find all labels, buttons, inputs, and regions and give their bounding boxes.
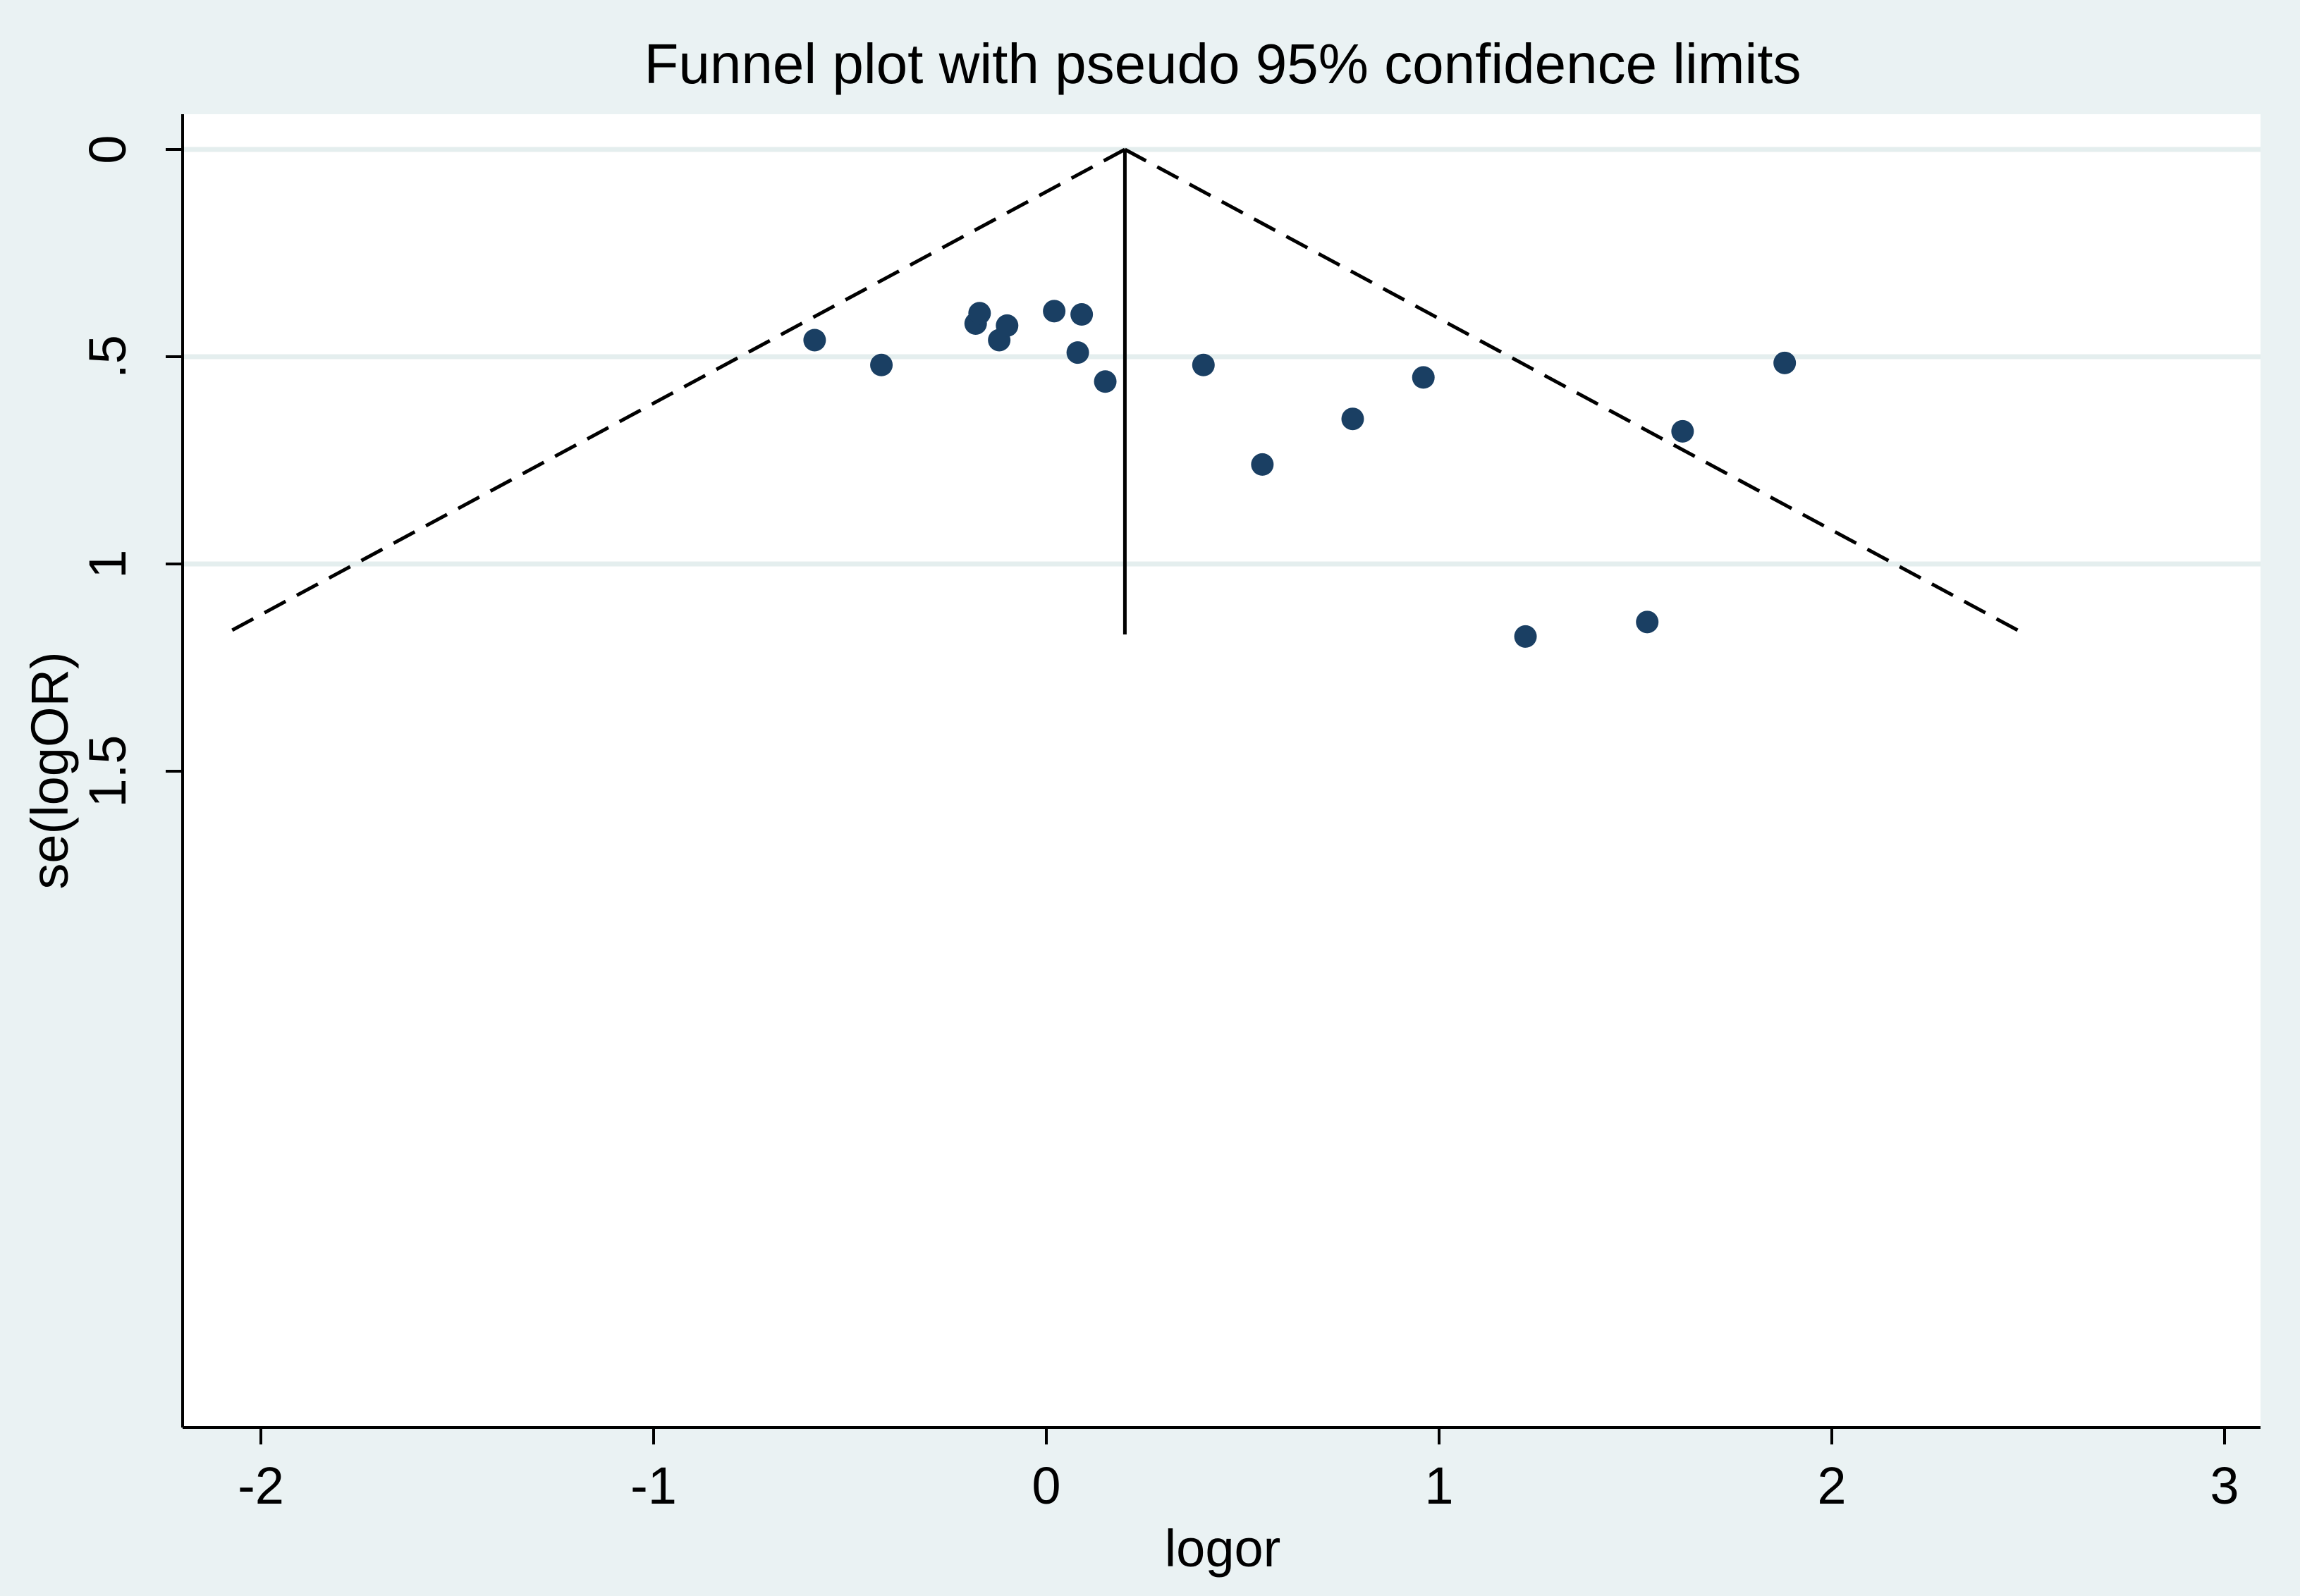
gridlines <box>183 147 2261 567</box>
chart-title: Funnel plot with pseudo 95% confidence l… <box>644 32 1802 95</box>
study-point <box>1066 341 1089 364</box>
study-point <box>1671 419 1694 443</box>
x-tick-label: -1 <box>630 1456 677 1515</box>
study-point <box>1341 407 1364 431</box>
study-point <box>1773 351 1797 374</box>
y-tick-label: .5 <box>78 335 137 379</box>
x-tick-label: 0 <box>1032 1456 1060 1515</box>
y-tick-label: 1.5 <box>78 735 137 808</box>
study-point <box>996 314 1019 337</box>
study-point <box>1094 370 1117 393</box>
funnel-lines <box>223 147 2026 637</box>
study-point <box>803 329 826 352</box>
x-tick-label: 3 <box>2210 1456 2239 1515</box>
tick-labels: 0 .5 1 1.5 -2 -1 0 1 2 3 <box>78 135 2239 1515</box>
plot-area <box>183 114 2261 1428</box>
study-point <box>1636 610 1659 634</box>
study-point <box>1070 303 1094 326</box>
study-point <box>1514 625 1537 648</box>
data-markers <box>803 300 1797 648</box>
study-point <box>968 302 991 325</box>
y-axis-label: se(logOR) <box>20 651 79 889</box>
study-point <box>870 353 893 376</box>
study-point <box>1412 366 1435 389</box>
study-point <box>1192 353 1215 376</box>
study-point <box>1251 453 1274 476</box>
study-point <box>1043 300 1066 323</box>
y-tick-label: 0 <box>78 135 137 164</box>
y-tick-label: 1 <box>78 549 137 578</box>
lower-confidence-limit <box>223 147 1126 637</box>
x-tick-label: -2 <box>238 1456 284 1515</box>
upper-confidence-limit <box>1124 147 2026 637</box>
x-tick-label: 2 <box>1817 1456 1846 1515</box>
x-axis-label: logor <box>1165 1519 1281 1578</box>
x-tick-label: 1 <box>1424 1456 1453 1515</box>
